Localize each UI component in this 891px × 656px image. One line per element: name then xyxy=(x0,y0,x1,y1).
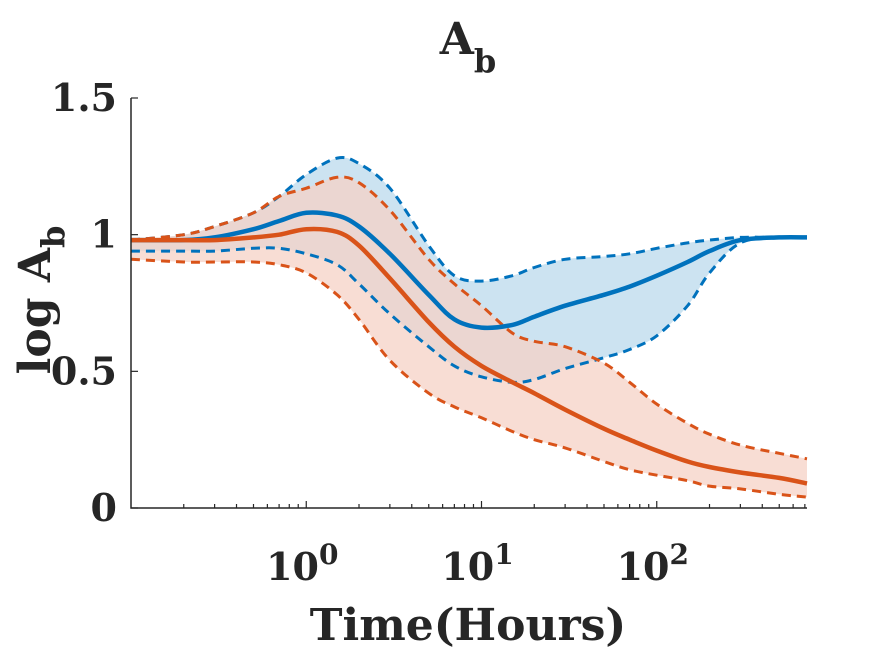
series-1-mean-line xyxy=(130,210,808,331)
chart-title-main: A xyxy=(439,14,475,65)
bound-lines xyxy=(130,155,808,499)
y-tick-label: 1 xyxy=(91,212,117,257)
series-1-upper-line xyxy=(130,155,807,283)
y-axis-label-main: log A xyxy=(10,247,61,374)
series-2-upper-line xyxy=(130,175,808,461)
y-tick-label: 1.5 xyxy=(51,75,117,120)
y-tick-label: 0.5 xyxy=(51,348,117,393)
chart-title-subscript: b xyxy=(474,42,496,80)
x-tick-label: 102 xyxy=(617,538,689,589)
x-tick-label: 101 xyxy=(441,538,513,589)
series-2-lower-line xyxy=(130,257,808,499)
x-axis-label: Time(Hours) xyxy=(310,600,627,651)
series-1-lower-line xyxy=(130,235,808,384)
x-tick-label: 100 xyxy=(266,538,338,589)
y-tick-label: 0 xyxy=(91,485,117,530)
series-2-mean-line xyxy=(131,226,808,486)
y-tick-labels: 0 0.5 1 1.5 xyxy=(51,75,117,530)
x-tick-labels: 100 101 102 xyxy=(266,538,689,589)
axes xyxy=(130,97,807,509)
y-axis-label: log Ab xyxy=(10,226,72,375)
mean-lines xyxy=(130,210,808,486)
series-2-band xyxy=(131,176,807,498)
chart-title: Ab xyxy=(439,14,497,80)
y-axis-label-subscript: b xyxy=(34,226,72,248)
